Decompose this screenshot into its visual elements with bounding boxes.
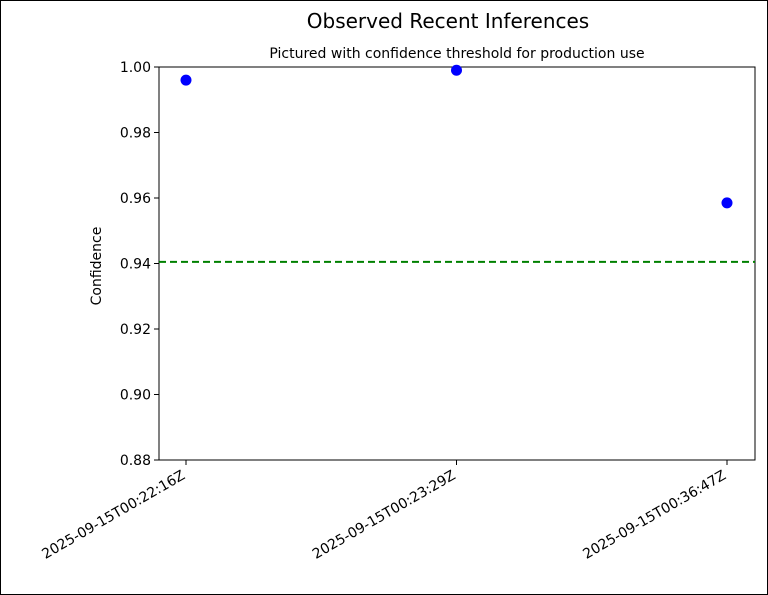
y-axis-label: Confidence (89, 227, 105, 306)
chart-subtitle: Pictured with confidence threshold for p… (269, 46, 644, 62)
y-tick-label: 1.00 (120, 60, 151, 76)
y-tick-label: 0.98 (120, 126, 151, 142)
plot-area (158, 66, 756, 461)
y-tick-label: 0.90 (120, 388, 151, 404)
y-tick-label: 0.92 (120, 322, 151, 338)
x-tick-label: 2025-09-15T00:36:47Z (580, 468, 729, 563)
chart-title: Observed Recent Inferences (307, 9, 589, 33)
x-tick-label: 2025-09-15T00:23:29Z (310, 468, 459, 563)
data-point (180, 74, 192, 86)
y-tick-label: 0.94 (120, 257, 151, 273)
data-point (451, 64, 462, 76)
data-point (721, 197, 733, 209)
y-tick-label: 0.88 (120, 453, 151, 469)
x-tick-label: 2025-09-15T00:22:16Z (39, 468, 188, 563)
y-tick-label: 0.96 (120, 191, 151, 207)
